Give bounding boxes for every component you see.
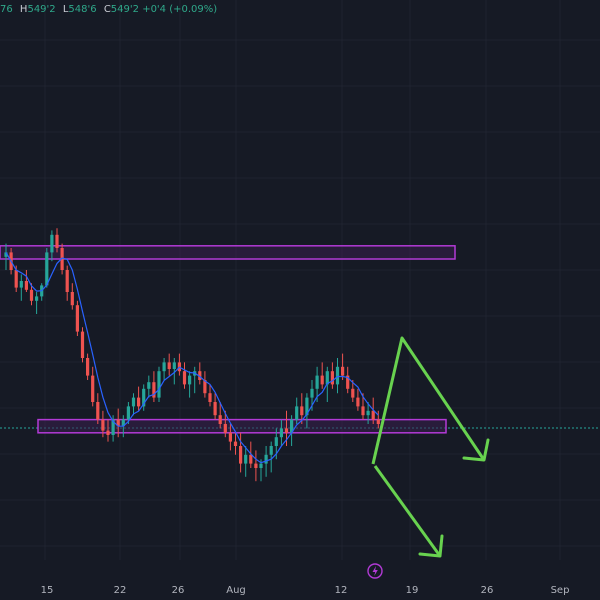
candle bbox=[75, 300, 79, 336]
low-value: 548'6 bbox=[68, 4, 97, 15]
candle bbox=[137, 386, 141, 411]
close-label: C bbox=[103, 4, 111, 15]
candle bbox=[29, 283, 34, 306]
candle bbox=[101, 410, 105, 438]
candle bbox=[213, 393, 217, 420]
candle bbox=[86, 353, 90, 380]
low-label: L bbox=[62, 4, 69, 15]
candle bbox=[330, 362, 334, 389]
candle bbox=[335, 358, 340, 394]
candle bbox=[351, 380, 355, 402]
x-tick-label: 15 bbox=[41, 585, 54, 596]
lightning-icon bbox=[372, 566, 378, 576]
candle bbox=[116, 408, 120, 438]
x-tick-label: 26 bbox=[481, 585, 494, 596]
x-tick-label: Aug bbox=[226, 585, 246, 596]
arrowhead bbox=[418, 534, 444, 558]
candle bbox=[96, 393, 100, 424]
candle bbox=[106, 419, 110, 442]
candle bbox=[60, 243, 64, 275]
candle bbox=[290, 415, 294, 446]
candle bbox=[239, 432, 243, 473]
candle bbox=[269, 441, 273, 473]
bearish-projection-arrow[interactable] bbox=[373, 465, 442, 557]
candle bbox=[203, 371, 207, 398]
close-value: 549'2 bbox=[110, 4, 139, 15]
candle bbox=[142, 384, 146, 411]
candle bbox=[91, 366, 95, 407]
candle bbox=[193, 366, 197, 394]
candle bbox=[50, 230, 54, 262]
candle bbox=[300, 393, 304, 424]
replay-button[interactable] bbox=[367, 563, 383, 579]
candle bbox=[376, 410, 380, 429]
x-tick-label: 22 bbox=[114, 585, 127, 596]
x-tick-label: 12 bbox=[335, 585, 348, 596]
candle bbox=[223, 410, 227, 438]
moving-average-line bbox=[5, 252, 379, 464]
x-tick-label: Sep bbox=[551, 585, 570, 596]
candle bbox=[147, 375, 151, 398]
candle bbox=[65, 265, 69, 301]
candle bbox=[182, 362, 187, 389]
candle bbox=[177, 353, 181, 376]
candle bbox=[295, 397, 299, 424]
candle bbox=[172, 358, 176, 385]
candle bbox=[40, 283, 44, 301]
candle bbox=[341, 353, 345, 380]
candle bbox=[305, 393, 309, 429]
candle bbox=[162, 358, 166, 380]
candles bbox=[4, 228, 380, 482]
candle bbox=[131, 393, 136, 416]
candle bbox=[80, 327, 85, 363]
candle bbox=[366, 402, 370, 424]
x-tick-label: 26 bbox=[172, 585, 185, 596]
open-value-fragment: 76 bbox=[0, 4, 13, 15]
candle bbox=[157, 366, 161, 402]
candle bbox=[244, 446, 248, 477]
candle bbox=[320, 362, 324, 389]
x-tick-label: 19 bbox=[406, 585, 419, 596]
candle bbox=[356, 388, 360, 411]
candle bbox=[167, 353, 171, 376]
candle bbox=[4, 243, 8, 270]
bullish-projection-arrow[interactable] bbox=[371, 336, 486, 465]
candle bbox=[45, 248, 49, 288]
candle bbox=[198, 362, 202, 385]
high-label: H bbox=[19, 4, 28, 15]
x-axis: 15 22 26 Aug 12 19 26 Sep bbox=[41, 585, 570, 596]
candle bbox=[19, 274, 23, 301]
support-zone[interactable] bbox=[37, 418, 447, 434]
candle bbox=[228, 424, 232, 451]
candle bbox=[279, 419, 283, 446]
candle bbox=[111, 415, 115, 442]
zones[interactable] bbox=[0, 245, 456, 434]
candle bbox=[371, 397, 375, 424]
candle bbox=[233, 432, 238, 455]
candle bbox=[254, 450, 258, 482]
candle bbox=[218, 402, 222, 429]
candle bbox=[249, 441, 253, 468]
candle bbox=[208, 384, 212, 407]
grid bbox=[0, 0, 600, 560]
candle bbox=[35, 292, 39, 314]
arrowhead bbox=[462, 438, 490, 462]
candle bbox=[188, 371, 192, 398]
candle bbox=[152, 371, 156, 402]
ohlc-header: 76 H549'2 L548'6 C549'2 +0'4 (+0.09%) bbox=[0, 4, 217, 15]
resistance-zone[interactable] bbox=[0, 245, 456, 260]
candle bbox=[24, 270, 28, 292]
change-value: +0'4 (+0.09%) bbox=[142, 4, 218, 15]
projection-arrows[interactable] bbox=[371, 336, 490, 558]
high-value: 549'2 bbox=[27, 4, 56, 15]
candle bbox=[346, 366, 350, 394]
candle bbox=[70, 283, 74, 310]
candle bbox=[55, 228, 59, 253]
